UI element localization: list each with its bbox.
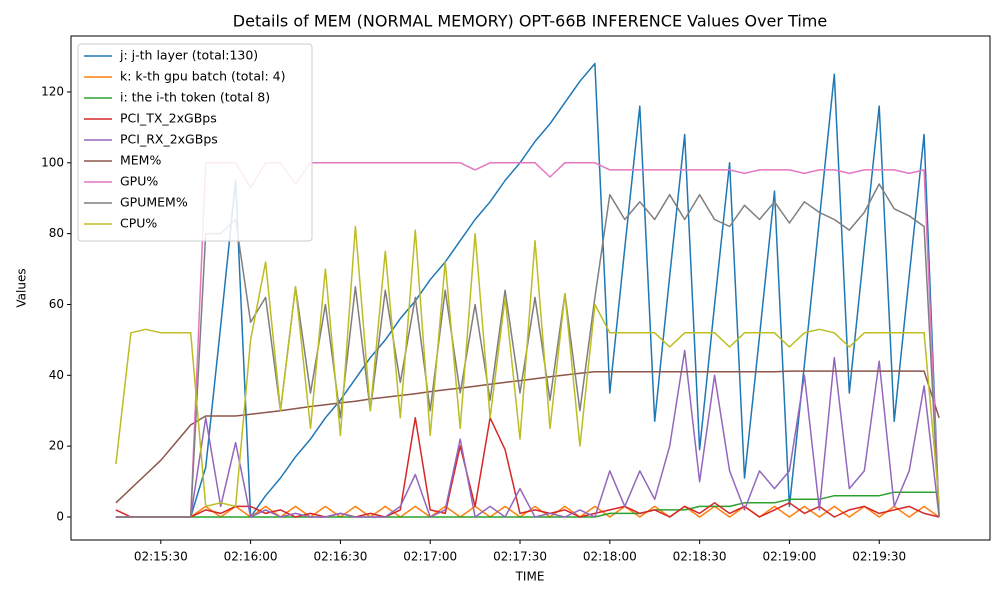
series-line: [115, 349, 940, 518]
x-tick-label: 02:19:00: [762, 550, 816, 564]
chart-title: Details of MEM (NORMAL MEMORY) OPT-66B I…: [233, 12, 827, 31]
legend-label: CPU%: [120, 216, 157, 231]
legend-label: GPUMEM%: [120, 195, 188, 210]
x-axis-label: TIME: [515, 570, 545, 584]
y-tick-label: 40: [49, 368, 64, 382]
legend-label: GPU%: [120, 174, 158, 189]
legend-label: k: k-th gpu batch (total: 4): [120, 69, 285, 84]
y-tick-label: 60: [49, 297, 64, 311]
x-tick-label: 02:18:00: [583, 550, 637, 564]
x-tick-label: 02:17:30: [493, 550, 547, 564]
legend-label: PCI_TX_2xGBps: [120, 111, 217, 126]
series-line: [115, 491, 940, 518]
legend-label: i: the i-th token (total 8): [120, 90, 270, 105]
x-tick-label: 02:18:30: [673, 550, 727, 564]
x-tick-label: 02:19:30: [852, 550, 906, 564]
series-line: [115, 225, 940, 508]
legend-label: j: j-th layer (total:130): [119, 48, 258, 63]
y-tick-label: 0: [56, 509, 64, 523]
x-tick-label: 02:15:30: [134, 550, 188, 564]
y-tick-label: 20: [49, 439, 64, 453]
y-axis-label: Values: [15, 268, 29, 307]
legend: j: j-th layer (total:130) k: k-th gpu bat…: [77, 43, 313, 242]
x-tick-label: 02:16:30: [313, 550, 367, 564]
plot-frame: [70, 35, 991, 541]
y-tick-label: 120: [41, 84, 64, 98]
legend-label: MEM%: [120, 153, 161, 168]
x-tick-label: 02:16:00: [224, 550, 278, 564]
y-tick-label: 80: [49, 226, 64, 240]
series-line: [115, 370, 940, 504]
series-line: [115, 417, 940, 518]
y-tick-label: 100: [41, 155, 64, 169]
legend-box: [77, 43, 313, 242]
x-tick-label: 02:17:00: [403, 550, 457, 564]
legend-label: PCI_RX_2xGBps: [120, 132, 218, 147]
